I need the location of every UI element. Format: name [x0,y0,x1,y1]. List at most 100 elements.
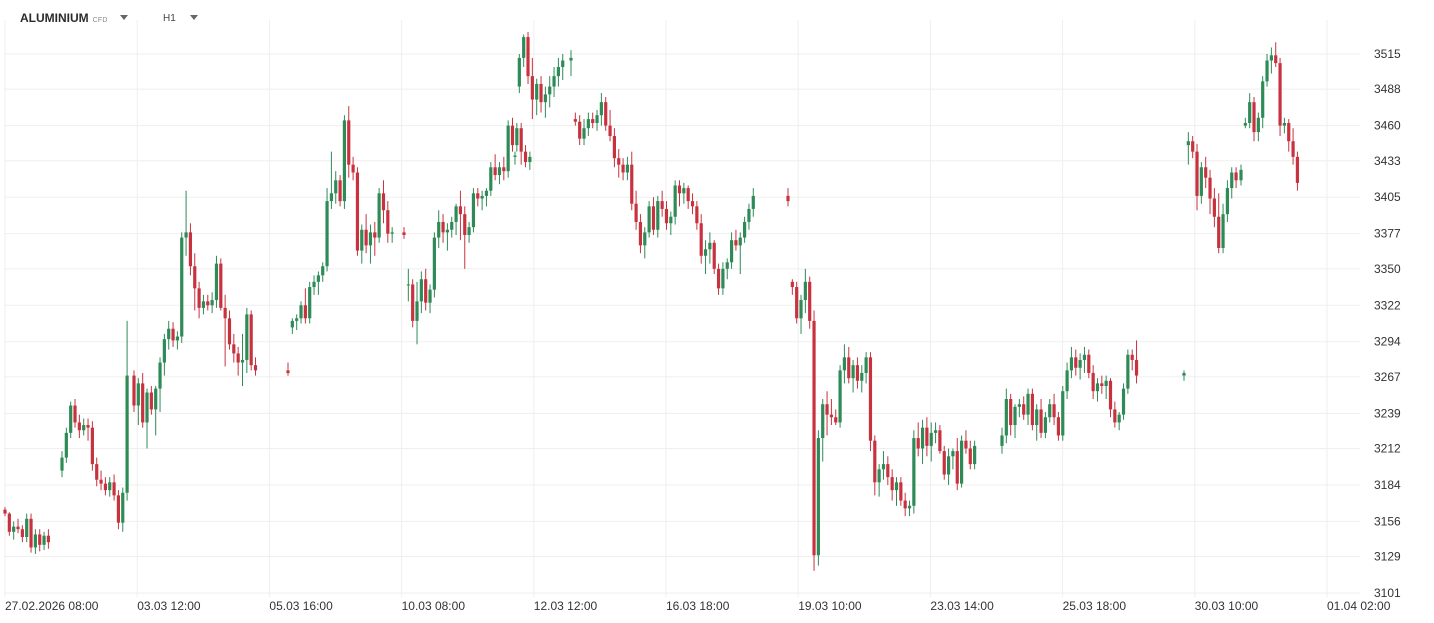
candle-up [595,109,599,131]
candle-down [355,167,360,256]
x-tick-label: 30.03 10:00 [1195,599,1259,613]
candle-up [1061,385,1065,441]
y-tick-label: 3156 [1374,514,1401,528]
candle-down [373,221,377,256]
candle-up [60,451,64,478]
candle-up [506,120,510,178]
candle-down [890,469,894,501]
candle-up [342,115,347,209]
candle-down [530,57,534,120]
chevron-down-icon[interactable] [189,15,198,20]
candle-down [1009,393,1013,436]
candle-down [132,370,136,413]
candle-up [432,232,436,298]
candle-up [1082,346,1087,373]
candle-down [677,180,682,207]
candle-up [321,262,325,282]
candle-down [612,128,616,168]
candle-down [786,188,790,207]
candle-up [145,388,149,449]
candle-down [73,399,77,428]
candle-up [1221,203,1225,254]
candle-down [188,223,193,276]
y-tick-label: 3267 [1374,370,1401,384]
candle-up [528,151,532,170]
candle-up [325,188,329,272]
candle-down [1113,401,1117,428]
candle-up [214,255,219,308]
candle-down [90,421,94,471]
candle-down [77,414,81,439]
x-tick-label: 01.04 02:00 [1327,599,1391,613]
candle-up [703,240,708,275]
candle-up [946,448,951,485]
x-tick-label: 27.02.2026 08:00 [5,599,99,613]
y-tick-label: 3377 [1374,227,1401,241]
candle-up [535,78,539,116]
candle-up [489,162,493,196]
candle-down [338,175,342,207]
candle-down [526,31,530,84]
candle-up [240,333,245,386]
candle-up [158,357,162,413]
candle-down [1030,388,1034,431]
candle-down [441,214,445,243]
candle-down [16,518,20,534]
candle-up [299,301,303,324]
candle-up [1017,399,1021,418]
candle-up [415,281,419,345]
symbol-selector[interactable]: ALUMINIUM CFD [20,11,128,25]
candle-down [1100,375,1104,394]
candle-up [1104,375,1108,400]
candle-up [556,57,560,87]
candle-up [377,188,381,243]
candle-up [513,151,517,165]
x-tick-label: 12.03 12:00 [534,599,598,613]
candle-up [625,156,630,181]
candle-up [751,188,755,217]
candle-up [515,123,519,152]
candle-up [125,320,129,501]
candle-up [543,86,547,118]
candle-up [851,359,855,393]
chevron-down-icon[interactable] [119,15,128,20]
candle-up [838,365,842,428]
candle-down [7,512,11,536]
candle-down [1217,193,1221,254]
y-tick-label: 3294 [1374,335,1401,349]
candle-down [651,197,656,235]
candle-up [647,201,651,238]
candle-down [1056,412,1061,441]
candle-down [424,268,428,311]
candle-down [886,456,890,485]
candle-up [154,385,158,436]
candle-down [621,158,625,181]
candle-down [916,422,920,457]
candle-down [795,281,799,324]
candle-up [1004,388,1008,444]
candle-down [38,529,42,552]
candle-down [402,227,406,239]
candle-down [493,154,497,181]
candle-down [197,281,201,319]
candle-up [210,292,214,314]
candle-down [381,180,386,224]
candle-up [1043,412,1047,439]
timeframe-selector[interactable]: H1 [163,13,198,24]
candle-down [1208,169,1212,215]
candle-down [1252,96,1256,142]
candle-up [360,224,364,264]
candle-up [743,216,747,243]
candle-up [907,500,912,517]
candle-up [308,281,312,324]
candle-down [716,263,721,295]
candle-down [364,214,368,254]
candle-down [634,190,638,230]
candle-down [523,145,528,168]
candle-up [669,211,673,235]
candle-up [929,422,933,462]
candle-down [411,279,415,328]
time-axis: 27.02.2026 08:00 03.03 12:00 05.03 16:00 10… [5,599,1391,613]
candle-up [329,151,333,209]
